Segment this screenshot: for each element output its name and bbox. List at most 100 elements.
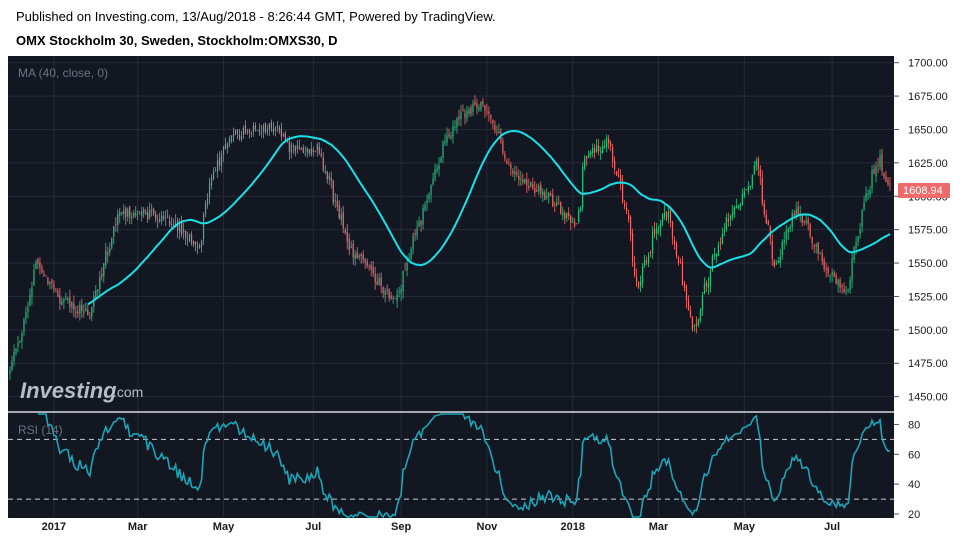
candle-body bbox=[809, 224, 811, 237]
candle-body bbox=[556, 202, 558, 206]
candle-body bbox=[673, 239, 676, 245]
candle-body bbox=[105, 250, 107, 265]
candle-body bbox=[765, 215, 767, 224]
candle-body bbox=[831, 272, 833, 276]
candle-body bbox=[61, 300, 63, 306]
last-price-value: 1608.94 bbox=[903, 185, 943, 197]
candle-body bbox=[71, 302, 73, 308]
candle-body bbox=[362, 254, 364, 260]
candle-body bbox=[504, 154, 506, 159]
candle-body bbox=[109, 248, 111, 253]
candle-body bbox=[186, 238, 189, 240]
time-tick-label: Jul bbox=[305, 521, 321, 533]
candle-body bbox=[448, 134, 450, 137]
candle-body bbox=[49, 281, 51, 285]
candle-body bbox=[314, 150, 316, 152]
candle-body bbox=[39, 262, 41, 268]
candle-body bbox=[15, 348, 17, 354]
candle-body bbox=[564, 213, 566, 219]
candle-body bbox=[669, 211, 672, 223]
candle-body bbox=[498, 130, 500, 134]
candle-body bbox=[839, 279, 841, 288]
candle-body bbox=[141, 211, 143, 217]
candle-body bbox=[210, 177, 213, 186]
candle-body bbox=[598, 145, 600, 152]
candle-body bbox=[887, 179, 889, 185]
candle-body bbox=[400, 288, 402, 294]
candle-body bbox=[143, 209, 145, 213]
candle-body bbox=[811, 237, 813, 244]
candle-body bbox=[434, 169, 436, 180]
candle-body bbox=[851, 258, 853, 281]
candle-body bbox=[147, 212, 149, 220]
candle-body bbox=[212, 171, 215, 180]
candle-body bbox=[787, 228, 789, 233]
candle-body bbox=[79, 304, 81, 314]
time-tick-label: Mar bbox=[649, 521, 669, 533]
candle-body bbox=[883, 172, 885, 178]
candle-body bbox=[665, 212, 668, 220]
candle-body bbox=[77, 311, 79, 314]
candle-body bbox=[444, 140, 446, 144]
candle-body bbox=[881, 153, 883, 172]
candle-body bbox=[65, 298, 67, 300]
candle-body bbox=[324, 171, 326, 173]
candle-body bbox=[645, 260, 648, 263]
candle-body bbox=[288, 141, 290, 152]
candle-body bbox=[837, 279, 839, 286]
candle-body bbox=[785, 230, 787, 240]
candle-body bbox=[703, 283, 706, 294]
candle-body bbox=[777, 260, 779, 263]
rsi-bands bbox=[8, 438, 894, 500]
candle-body bbox=[602, 145, 604, 154]
candle-body bbox=[763, 203, 765, 215]
candle-body bbox=[35, 261, 37, 270]
candle-body bbox=[300, 148, 302, 150]
candle-body bbox=[318, 146, 320, 154]
candle-body bbox=[246, 131, 249, 132]
candle-body bbox=[236, 129, 239, 134]
candle-body bbox=[821, 253, 823, 262]
candle-body bbox=[516, 172, 518, 175]
candle-body bbox=[807, 219, 809, 224]
candle-body bbox=[322, 157, 324, 171]
candle-body bbox=[813, 244, 815, 246]
candle-body bbox=[681, 260, 684, 285]
candle-body bbox=[823, 259, 825, 270]
candle-body bbox=[386, 289, 388, 291]
candle-body bbox=[250, 132, 253, 135]
candle-body bbox=[424, 204, 426, 210]
candle-body bbox=[418, 221, 420, 227]
candle-body bbox=[835, 274, 837, 284]
candle-body bbox=[272, 128, 275, 132]
candle-body bbox=[739, 204, 741, 208]
candle-body bbox=[520, 178, 522, 180]
candle-body bbox=[63, 299, 65, 303]
candle-body bbox=[468, 109, 470, 114]
candle-body bbox=[560, 202, 562, 214]
candle-body bbox=[254, 125, 257, 130]
candle-body bbox=[123, 210, 125, 214]
rsi-tick-label: 80 bbox=[908, 419, 920, 431]
candle-body bbox=[572, 221, 574, 223]
candle-body bbox=[771, 240, 773, 260]
price-tick-label: 1675.00 bbox=[908, 91, 948, 103]
candle-body bbox=[711, 255, 714, 271]
candle-body bbox=[111, 238, 113, 248]
candle-body bbox=[759, 169, 761, 177]
candle-body bbox=[518, 175, 520, 180]
price-tick-label: 1700.00 bbox=[908, 58, 948, 70]
candle-body bbox=[847, 290, 849, 291]
published-caption: Published on Investing.com, 13/Aug/2018 … bbox=[16, 9, 496, 24]
candle-body bbox=[530, 182, 532, 186]
candle-body bbox=[163, 216, 165, 219]
candle-body bbox=[733, 207, 735, 215]
candle-body bbox=[228, 138, 231, 144]
candle-body bbox=[326, 171, 328, 180]
candle-body bbox=[224, 144, 227, 149]
candle-body bbox=[867, 193, 869, 195]
candle-body bbox=[594, 148, 596, 153]
candle-body bbox=[81, 305, 83, 312]
candle-body bbox=[133, 212, 135, 217]
